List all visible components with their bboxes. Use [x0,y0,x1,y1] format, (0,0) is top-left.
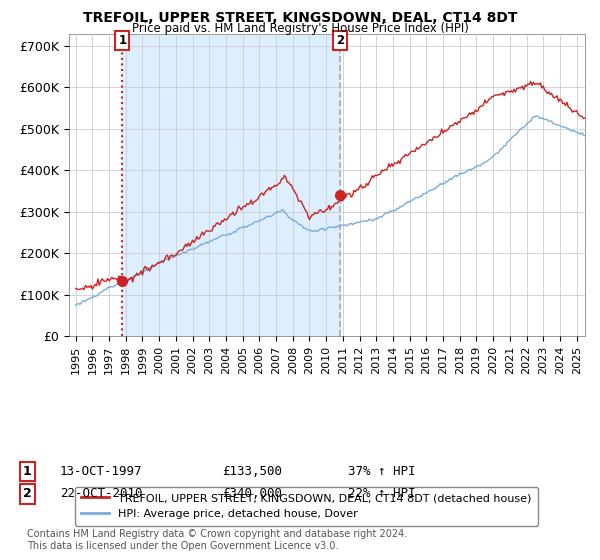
Text: 22% ↑ HPI: 22% ↑ HPI [348,487,415,501]
Text: £133,500: £133,500 [222,465,282,478]
Text: TREFOIL, UPPER STREET, KINGSDOWN, DEAL, CT14 8DT: TREFOIL, UPPER STREET, KINGSDOWN, DEAL, … [83,11,517,25]
Text: 1: 1 [118,34,127,46]
Bar [122,34,340,336]
Legend: TREFOIL, UPPER STREET, KINGSDOWN, DEAL, CT14 8DT (detached house), HPI: Average : TREFOIL, UPPER STREET, KINGSDOWN, DEAL, … [74,487,538,526]
Text: Contains HM Land Registry data © Crown copyright and database right 2024.
This d: Contains HM Land Registry data © Crown c… [27,529,407,551]
Text: Price paid vs. HM Land Registry's House Price Index (HPI): Price paid vs. HM Land Registry's House … [131,22,469,35]
Text: 22-OCT-2010: 22-OCT-2010 [60,487,143,501]
Text: 2: 2 [23,487,31,501]
Text: 13-OCT-1997: 13-OCT-1997 [60,465,143,478]
Text: 37% ↑ HPI: 37% ↑ HPI [348,465,415,478]
Text: £340,000: £340,000 [222,487,282,501]
Text: 1: 1 [23,465,31,478]
Text: 2: 2 [335,34,344,46]
